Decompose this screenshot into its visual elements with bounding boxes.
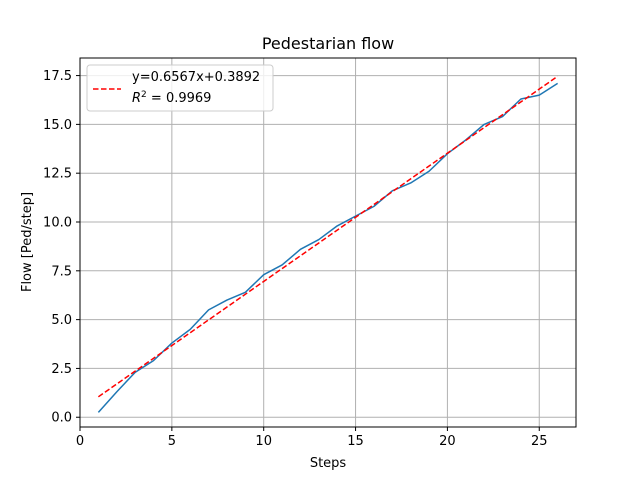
x-tick-label: 15 [347, 434, 364, 449]
x-tick-label: 20 [439, 434, 456, 449]
x-tick-label: 25 [531, 434, 548, 449]
y-tick-label: 12.5 [43, 167, 72, 182]
y-tick-label: 15.0 [43, 118, 72, 133]
legend-fit-label: y=0.6567x+0.3892 [132, 70, 260, 85]
legend-r2-label: R2 = 0.9969 [132, 90, 211, 106]
y-tick-label: 2.5 [51, 362, 72, 377]
series-layer [97, 75, 559, 413]
legend-box [86, 64, 274, 112]
y-axis-label: Flow [Ped/step] [20, 192, 35, 292]
x-ticks: 0 5 10 15 20 25 [76, 427, 548, 449]
y-tick-label: 0.0 [51, 411, 72, 426]
legend-r2-superscript: 2 [141, 90, 147, 100]
legend-r2-value: = 0.9969 [147, 91, 212, 106]
x-tick-label: 5 [168, 434, 176, 449]
fit-line [97, 75, 559, 398]
y-tick-label: 17.5 [43, 69, 72, 84]
x-axis-label: Steps [310, 456, 347, 471]
y-tick-label: 7.5 [51, 264, 72, 279]
legend-r2-symbol: R [132, 91, 141, 106]
grid [79, 58, 576, 427]
y-ticks: 0.0 2.5 5.0 7.5 10.0 12.5 15.0 17.5 [43, 69, 80, 426]
flow-line [97, 82, 559, 413]
plot-frame [79, 57, 577, 428]
legend: y=0.6567x+0.3892 R2 = 0.9969 [86, 64, 274, 112]
x-tick-label: 10 [255, 434, 272, 449]
x-tick-label: 0 [76, 434, 84, 449]
y-tick-label: 5.0 [51, 313, 72, 328]
chart-title: Pedestarian flow [262, 34, 394, 53]
y-tick-label: 10.0 [43, 216, 72, 231]
